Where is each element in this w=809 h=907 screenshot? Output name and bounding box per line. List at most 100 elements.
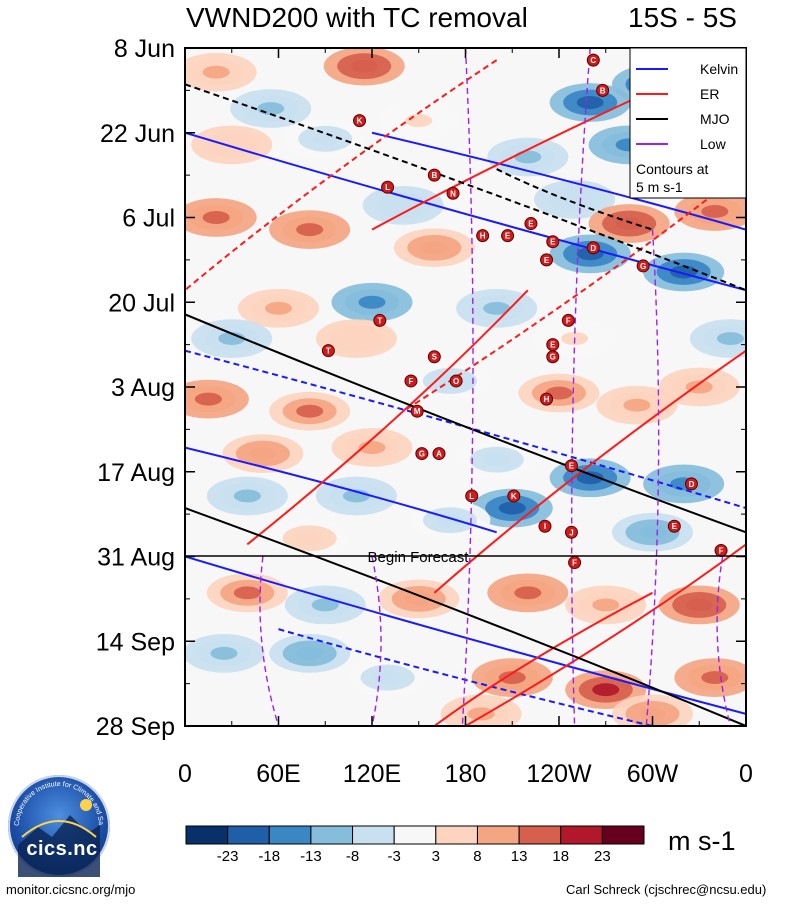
field-blob [311, 598, 339, 612]
legend-label-low: Low [700, 136, 727, 152]
field-blob [296, 223, 324, 237]
tc-marker-label: F [572, 559, 577, 568]
wave-contour-er [433, 591, 653, 726]
tc-marker: L [381, 180, 395, 194]
field-blob [701, 671, 729, 685]
field-blob [638, 707, 667, 721]
x-tick-label: 180 [445, 760, 487, 788]
field-blob [358, 295, 386, 309]
wave-contour-kelvin [185, 446, 497, 534]
tc-marker: H [476, 229, 490, 243]
tc-marker-label: H [480, 232, 486, 241]
colorbar: -23 -18 -13 -8 -3 3 8 13 18 23 [185, 825, 645, 865]
tc-marker-label: G [640, 262, 646, 271]
field-blob [592, 683, 620, 697]
tc-marker-label: S [432, 353, 438, 362]
colorbar-tick-label: 3 [432, 848, 440, 865]
tc-marker-label: I [544, 522, 546, 531]
tc-marker-label: F [566, 316, 571, 325]
colorbar-swatch [185, 825, 229, 845]
tc-marker-label: L [469, 492, 474, 501]
field-blob [483, 453, 511, 467]
wave-contour-low [371, 556, 382, 726]
field-blob [233, 489, 261, 503]
wave-contour-mjo [496, 168, 653, 231]
colorbar-swatch [268, 825, 312, 845]
colorbar-tick-label: -8 [346, 848, 359, 865]
wave-contour-er [185, 59, 498, 291]
y-tick-label: 8 Jun [114, 35, 175, 63]
field-blob [514, 586, 542, 600]
field-blob [561, 192, 589, 206]
chart-subtitle: 15S - 5S [628, 2, 737, 33]
tc-marker-label: E [672, 522, 678, 531]
tc-marker: K [353, 114, 367, 128]
tc-marker: E [501, 229, 515, 243]
tc-marker: O [449, 374, 463, 388]
tc-marker: F [561, 313, 575, 327]
wave-contour-low [570, 48, 591, 726]
tc-marker-label: J [569, 528, 573, 537]
wave-contour-er [465, 543, 746, 726]
field-blob [592, 598, 620, 612]
tc-marker: E [546, 338, 560, 352]
colorbar-swatch [476, 825, 520, 845]
field-blob [264, 301, 293, 315]
colorbar-units: m s-1 [668, 826, 736, 856]
svg-text:Cooperative Institute for Clim: Cooperative Institute for Climate and Sa… [8, 775, 104, 826]
field-blob [701, 204, 729, 218]
tc-marker-label: E [550, 238, 556, 247]
tc-marker: G [415, 447, 429, 461]
colorbar-swatch [435, 825, 478, 845]
wave-contour-kelvin [371, 131, 746, 231]
chart-title: VWND200 with TC removal [186, 2, 528, 33]
field-blob [514, 150, 542, 164]
tc-marker-label: T [377, 316, 382, 325]
tc-marker-label: E [550, 341, 556, 350]
tc-marker: B [596, 83, 610, 97]
field-blob [405, 592, 433, 606]
legend-label-er: ER [700, 86, 719, 102]
field-blob [498, 501, 526, 515]
field-blob [202, 211, 230, 224]
tc-marker-label: B [600, 86, 606, 95]
field-blob [202, 65, 230, 79]
colorbar-tick-label: -18 [258, 848, 280, 865]
tc-marker: L [465, 489, 479, 503]
tc-marker: A [432, 447, 446, 461]
wave-contour-er [246, 289, 529, 546]
wave-contour-mjo [185, 507, 746, 726]
field-blob [716, 332, 744, 346]
colorbar-tick-label: 13 [511, 848, 528, 865]
field-blob [233, 586, 261, 600]
x-tick-label: 120E [343, 760, 401, 788]
colorbar-tick-label: 23 [594, 848, 611, 865]
logo-ring-text: Cooperative Institute for Climate and Sa… [6, 770, 110, 877]
y-tick-label: 31 Aug [97, 544, 175, 572]
tc-marker: I [538, 519, 552, 533]
cicsnc-logo [8, 775, 110, 877]
tc-marker: E [546, 235, 560, 249]
field-blob [405, 114, 433, 128]
forecast-label: Begin Forecast [368, 549, 470, 566]
tc-marker-label: T [326, 347, 331, 356]
tc-marker-label: D [590, 244, 596, 253]
y-tick-label: 20 Jul [108, 289, 175, 317]
field-blob [576, 471, 604, 485]
tc-marker: B [427, 168, 441, 182]
field-blob [342, 332, 370, 346]
legend-label-mjo: MJO [700, 111, 730, 127]
field-blob [296, 531, 324, 545]
tc-marker-label: E [544, 256, 550, 265]
tc-marker: H [540, 392, 554, 406]
axes: 8 Jun 22 Jun 6 Jul 20 Jul 3 Aug 17 Aug 31 Aug 1… [96, 35, 753, 788]
field-blob [623, 398, 651, 412]
tc-marker: S [427, 350, 441, 364]
wave-contour-kelvin [278, 628, 653, 726]
y-tick-label: 3 Aug [111, 374, 175, 402]
colorbar-tick-label: 18 [552, 848, 569, 865]
y-tick-label: 14 Sep [96, 628, 175, 656]
tc-marker: F [404, 374, 418, 388]
colorbar-swatch [393, 825, 437, 845]
